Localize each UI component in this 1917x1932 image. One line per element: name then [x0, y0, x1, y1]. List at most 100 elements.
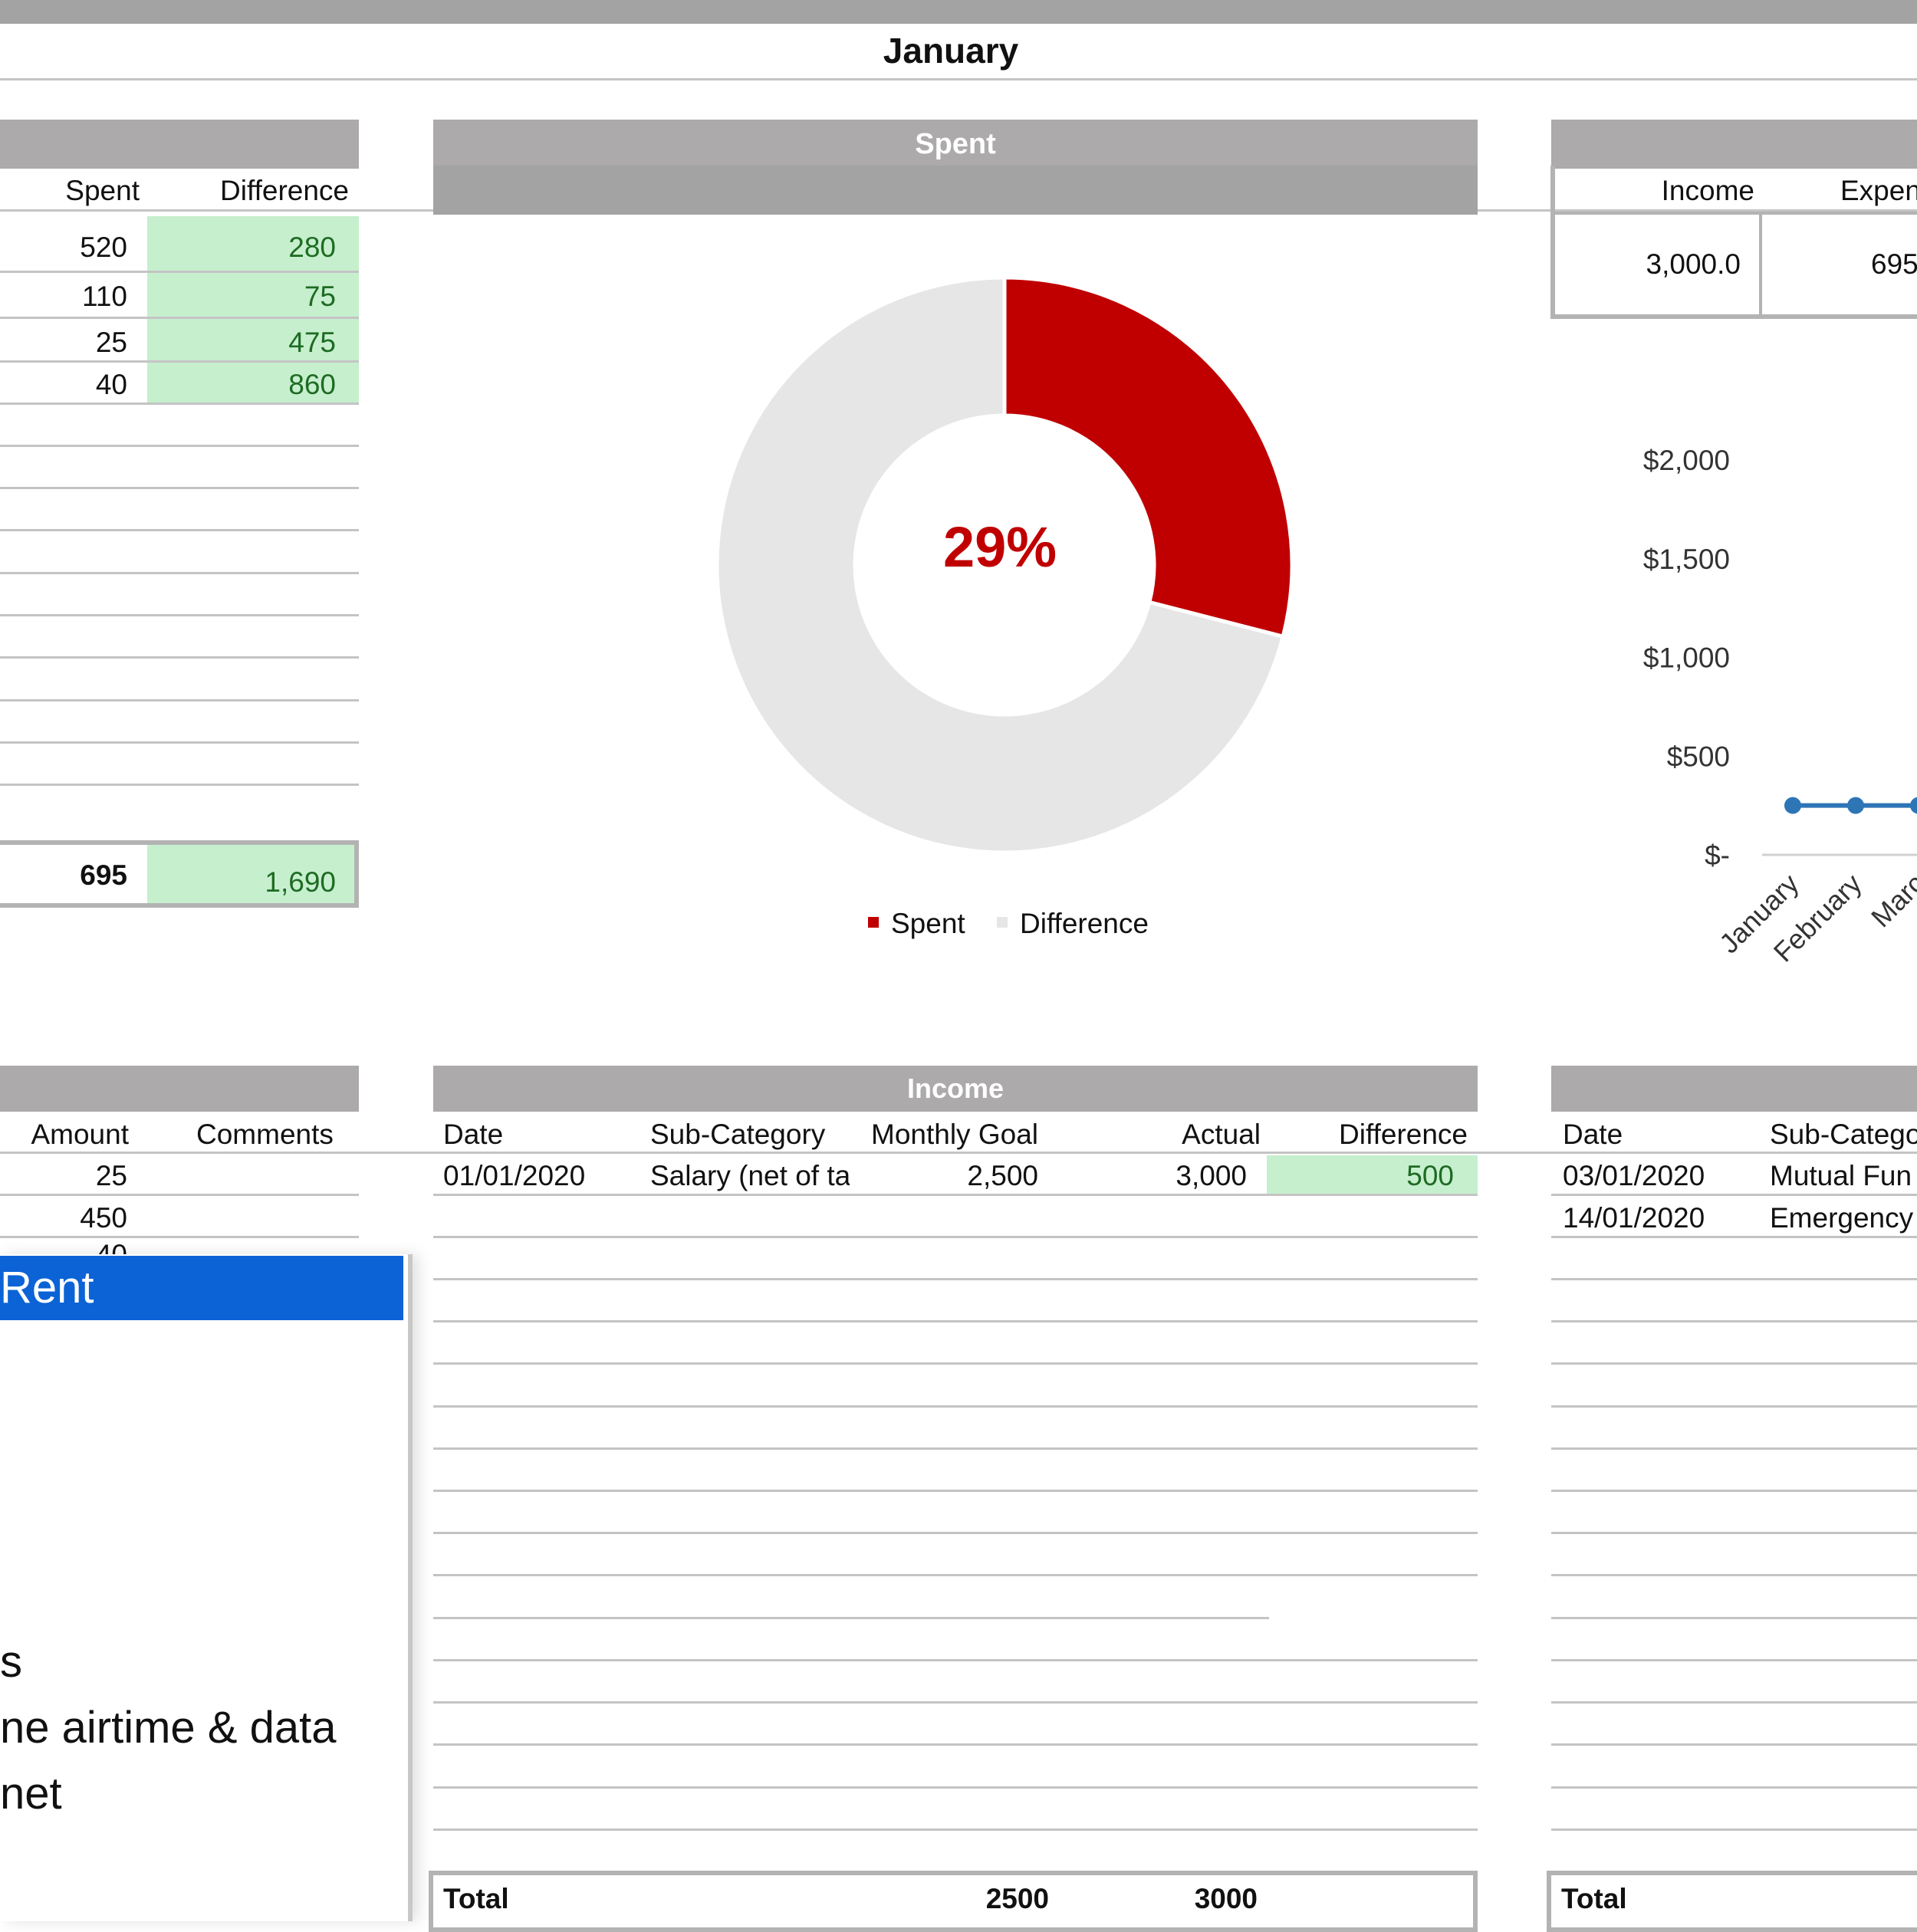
- row-divider: [1551, 1447, 1917, 1450]
- budget-header-bar: [0, 120, 359, 169]
- dropdown-item-label: s: [0, 1637, 22, 1687]
- row-divider: [0, 1194, 359, 1196]
- empty-row-line: [0, 656, 359, 659]
- row-divider: [1551, 1786, 1917, 1789]
- savings-total-label: Total: [1561, 1883, 1627, 1914]
- dropdown-item-label: ne airtime & data: [0, 1703, 337, 1753]
- income-actual-cell[interactable]: 3,000: [1176, 1160, 1247, 1191]
- summary-income-value: 3,000.0: [1646, 248, 1741, 280]
- income-header-underline: [433, 1152, 1551, 1154]
- row-divider: [1551, 1405, 1917, 1408]
- line-point: [1847, 797, 1864, 814]
- row-divider: [1551, 1659, 1917, 1661]
- empty-row-line: [0, 614, 359, 616]
- total-difference-highlight: [147, 845, 354, 903]
- dropdown-item-label: net: [0, 1769, 62, 1819]
- budget-total-difference: 1,690: [265, 866, 336, 898]
- y-tick-label: $2,000: [1643, 445, 1730, 476]
- budget-difference-cell: 75: [304, 281, 336, 312]
- legend-label-spent: Spent: [891, 908, 965, 939]
- row-divider: [433, 1194, 1478, 1196]
- donut-slice-difference: [715, 275, 1286, 855]
- summary-header-line: [1478, 209, 1917, 212]
- spent-chart-header: Spent: [433, 120, 1478, 166]
- expenses-header-bar: [0, 1066, 359, 1112]
- income-difference-cell: 500: [1406, 1160, 1454, 1191]
- row-divider: [1551, 1236, 1917, 1238]
- savings-date-cell[interactable]: 03/01/2020: [1563, 1160, 1705, 1191]
- title-underline: [0, 78, 1917, 80]
- expense-amount-cell: 450: [80, 1202, 127, 1234]
- savings-header-underline: [1478, 1152, 1917, 1154]
- row-divider: [1551, 1617, 1917, 1619]
- income-col-goal: Monthly Goal: [871, 1119, 1038, 1150]
- income-col-date: Date: [443, 1119, 504, 1150]
- empty-row-line: [0, 784, 359, 786]
- month-title: January: [883, 31, 1019, 71]
- income-difference-highlight: [1267, 1155, 1478, 1194]
- category-dropdown[interactable]: Rent s ne airtime & data net: [0, 1254, 413, 1921]
- budget-difference-cell: 475: [288, 327, 336, 358]
- row-divider: [433, 1236, 1478, 1238]
- row-divider: [433, 1574, 1478, 1576]
- income-col-difference: Difference: [1339, 1119, 1468, 1150]
- row-divider: [1551, 1829, 1917, 1831]
- row-divider: [1551, 1194, 1917, 1196]
- income-subcategory-cell[interactable]: Salary (net of ta: [650, 1160, 850, 1191]
- budget-total-spent: 695: [80, 859, 127, 891]
- summary-expenses-label: Expen: [1840, 175, 1917, 206]
- difference-highlight: [147, 216, 359, 403]
- expense-amount-cell: 25: [95, 1160, 127, 1191]
- row-divider: [1551, 1490, 1917, 1492]
- savings-subcategory-cell[interactable]: Emergency: [1770, 1202, 1914, 1234]
- summary-border-left: [1550, 166, 1555, 319]
- empty-row-line: [0, 487, 359, 489]
- savings-col-date: Date: [1563, 1119, 1623, 1150]
- line-point: [1910, 797, 1917, 814]
- row-divider: [433, 1786, 1478, 1789]
- row-divider: [433, 1278, 1478, 1280]
- spent-donut-chart: 29%: [715, 275, 1294, 855]
- income-goal-cell[interactable]: 2,500: [967, 1160, 1038, 1191]
- y-tick-label: $1,000: [1643, 642, 1730, 674]
- row-divider: [1551, 1574, 1917, 1576]
- row-divider: [433, 1447, 1478, 1450]
- empty-row-line: [0, 445, 359, 447]
- row-divider: [433, 1701, 1478, 1704]
- summary-header-border: [1550, 212, 1917, 215]
- income-col-subcategory: Sub-Category: [650, 1119, 826, 1150]
- dropdown-item-internet[interactable]: net: [0, 1762, 62, 1826]
- y-tick-label: $-: [1705, 840, 1730, 871]
- top-bar: [0, 0, 1917, 24]
- dropdown-item-rent[interactable]: Rent: [0, 1256, 403, 1320]
- income-header: Income: [433, 1066, 1478, 1112]
- summary-border-bottom: [1550, 314, 1917, 319]
- budget-col-difference: Difference: [220, 175, 349, 206]
- legend-swatch-spent: [868, 917, 879, 928]
- donut-slice-spent: [1002, 275, 1294, 639]
- row-divider: [0, 360, 359, 363]
- budget-spent-cell: 40: [95, 369, 127, 400]
- dropdown-item[interactable]: s: [0, 1630, 22, 1694]
- line-point: [1784, 797, 1801, 814]
- row-divider: [0, 271, 359, 273]
- row-divider: [433, 1617, 1269, 1619]
- income-total-goal: 2500: [985, 1883, 1049, 1914]
- row-divider: [433, 1743, 1478, 1746]
- row-divider: [433, 1532, 1478, 1534]
- budget-col-spent: Spent: [65, 175, 140, 206]
- summary-income-label: Income: [1661, 175, 1754, 206]
- income-total-label: Total: [443, 1883, 509, 1914]
- income-date-cell[interactable]: 01/01/2020: [443, 1160, 586, 1191]
- budget-difference-cell: 860: [288, 369, 336, 400]
- legend-label-difference: Difference: [1020, 908, 1149, 939]
- x-category-label: Marc: [1865, 868, 1917, 934]
- expense-amount-cell: 40: [0, 1237, 127, 1254]
- row-divider: [1551, 1320, 1917, 1322]
- empty-row-line: [0, 741, 359, 744]
- savings-date-cell[interactable]: 14/01/2020: [1563, 1202, 1705, 1234]
- savings-header-bar: [1551, 1066, 1917, 1112]
- row-divider: [433, 1405, 1478, 1408]
- savings-subcategory-cell[interactable]: Mutual Fun: [1770, 1160, 1912, 1191]
- dropdown-item-airtime[interactable]: ne airtime & data: [0, 1696, 336, 1760]
